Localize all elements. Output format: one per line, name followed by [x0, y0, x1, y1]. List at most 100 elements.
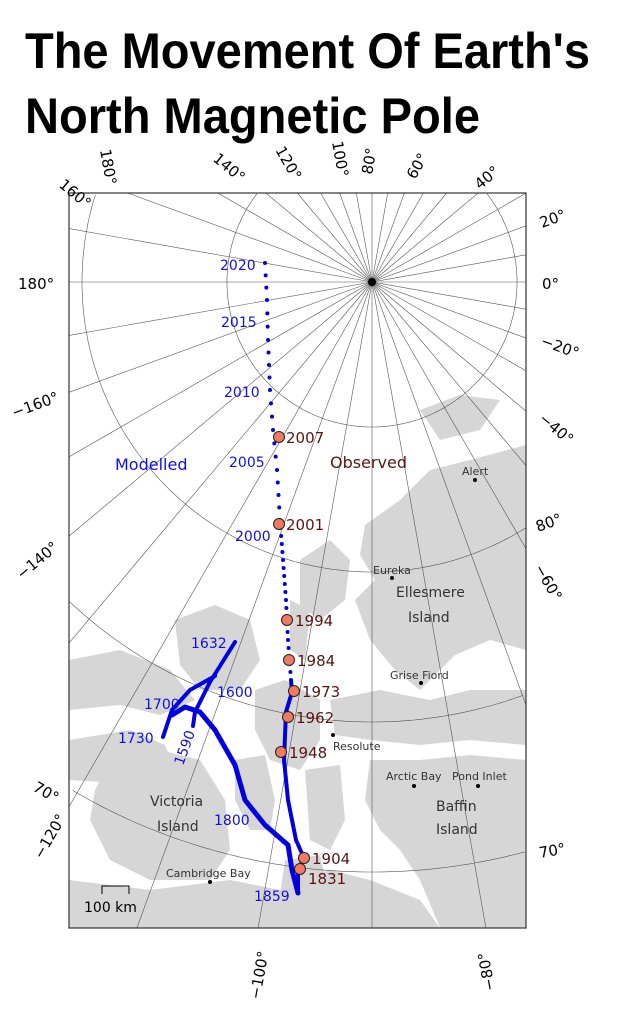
- observed-points: [273, 431, 310, 875]
- observed-point: [281, 614, 293, 626]
- modelled-dot: [280, 550, 285, 554]
- lat-label: 80°: [533, 510, 564, 536]
- observed-label: 1994: [295, 612, 333, 630]
- meridian-line: [127, 193, 373, 283]
- place-cambridge-bay: Cambridge Bay: [166, 867, 251, 880]
- meridian-line: [265, 193, 373, 283]
- modelled-dot: [266, 350, 271, 355]
- lon-label: 180°: [18, 275, 54, 293]
- meridian-line: [356, 193, 373, 283]
- observed-label: 2001: [286, 516, 324, 534]
- modelled-dot: [276, 493, 281, 497]
- modelled-dot: [264, 285, 269, 290]
- modelled-dot: [277, 505, 282, 510]
- meridian-line: [339, 193, 373, 283]
- modelled-dot: [267, 375, 272, 380]
- modelled-dot: [286, 638, 290, 642]
- observed-label: 1984: [297, 652, 335, 670]
- modelled-dot: [268, 388, 272, 392]
- lon-label: −140°: [13, 538, 62, 583]
- meridian-line: [371, 281, 526, 706]
- meridian-line: [69, 281, 373, 393]
- place-baffin: Baffin: [436, 799, 477, 815]
- observed-labels: 2007 2001 1994 1984 1973 1962 1948 1904 …: [286, 429, 350, 888]
- latitude-circle: [81, 194, 526, 573]
- place-pond-inlet: Pond Inlet: [452, 770, 507, 783]
- modelled-label: 1800: [214, 813, 250, 829]
- lon-label: 20°: [537, 206, 568, 232]
- lon-label: 40°: [471, 162, 503, 193]
- lon-label: −40°: [535, 409, 577, 448]
- lon-label: 140°: [209, 149, 248, 186]
- observed-point: [283, 654, 295, 666]
- lon-label: −120°: [30, 811, 70, 862]
- modelled-dot: [286, 646, 291, 650]
- meridian-line: [371, 193, 424, 283]
- observed-point: [273, 431, 285, 443]
- meridian-line: [217, 193, 373, 283]
- meridian-line: [371, 254, 526, 283]
- meridian-line: [371, 193, 526, 283]
- modelled-dot: [284, 606, 289, 610]
- meridian-line: [371, 281, 526, 412]
- modelled-label: 1730: [118, 731, 154, 747]
- modelled-dot: [288, 670, 293, 674]
- scale-bar: [101, 885, 130, 894]
- lon-label: −80°: [474, 951, 499, 993]
- land-masses: [69, 395, 526, 928]
- title-line-1: The Movement Of Earth's: [25, 23, 590, 79]
- meridian-line: [69, 281, 373, 537]
- place-grise-fiord: Grise Fiord: [390, 669, 449, 682]
- map-area: [69, 193, 526, 928]
- meridian-line: [371, 193, 405, 283]
- lon-label: −100°: [246, 950, 272, 1001]
- modelled-dot: [275, 480, 280, 485]
- meridian-line: [69, 281, 373, 644]
- map-frame: [68, 192, 527, 929]
- modelled-dot: [271, 428, 275, 432]
- observed-label: 1904: [312, 850, 350, 868]
- title-line-2: North Magnetic Pole: [25, 88, 480, 144]
- observed-point: [294, 863, 306, 875]
- meridian-line: [297, 193, 373, 283]
- meridian-line: [371, 193, 447, 283]
- place-eureka: Eureka: [373, 564, 411, 577]
- meridian-line: [371, 281, 526, 466]
- meridian-line: [371, 281, 526, 372]
- modelled-dot: [285, 630, 290, 634]
- graticule: [69, 193, 526, 928]
- meridian-line: [371, 225, 526, 283]
- modelled-labels: 2020 2015 2010 2005 2000 1632 1600 1700 …: [118, 258, 290, 905]
- place-labels: Alert Eureka Ellesmere Island Grise Fior…: [150, 465, 507, 884]
- modelled-dot: [263, 273, 268, 278]
- lon-label: 100°: [328, 140, 352, 179]
- meridian-line: [136, 281, 373, 928]
- observed-label: 1973: [302, 683, 340, 701]
- lat-label: 70°: [538, 840, 567, 862]
- place-resolute: Resolute: [333, 740, 381, 753]
- observed-label: 2007: [286, 429, 324, 447]
- modelled-track-1590-1632: [191, 640, 237, 728]
- observed-point: [275, 746, 287, 758]
- modelled-label: 2020: [220, 258, 256, 274]
- modelled-dot: [265, 324, 270, 329]
- latitude-circle: [226, 193, 518, 428]
- modelled-track-1730-1859: [169, 704, 301, 896]
- modelled-dot: [265, 298, 269, 302]
- modelled-label: 1859: [254, 889, 290, 905]
- observed-point: [282, 711, 294, 723]
- modelled-dot: [281, 566, 286, 570]
- modelled-dot: [272, 441, 277, 446]
- lon-label: −160°: [9, 388, 61, 422]
- modelled-dot: [279, 534, 284, 538]
- place-arctic-bay: Arctic Bay: [386, 770, 442, 783]
- place-ellesmere-island: Island: [408, 610, 450, 626]
- meridian-line: [69, 228, 373, 283]
- lon-label: 60°: [403, 150, 432, 182]
- north-pole-marker: [368, 278, 376, 286]
- place-victoria-island: Island: [157, 819, 199, 835]
- place-baffin-island: Island: [436, 822, 478, 838]
- meridian-line: [371, 281, 526, 549]
- modelled-dot: [279, 542, 284, 546]
